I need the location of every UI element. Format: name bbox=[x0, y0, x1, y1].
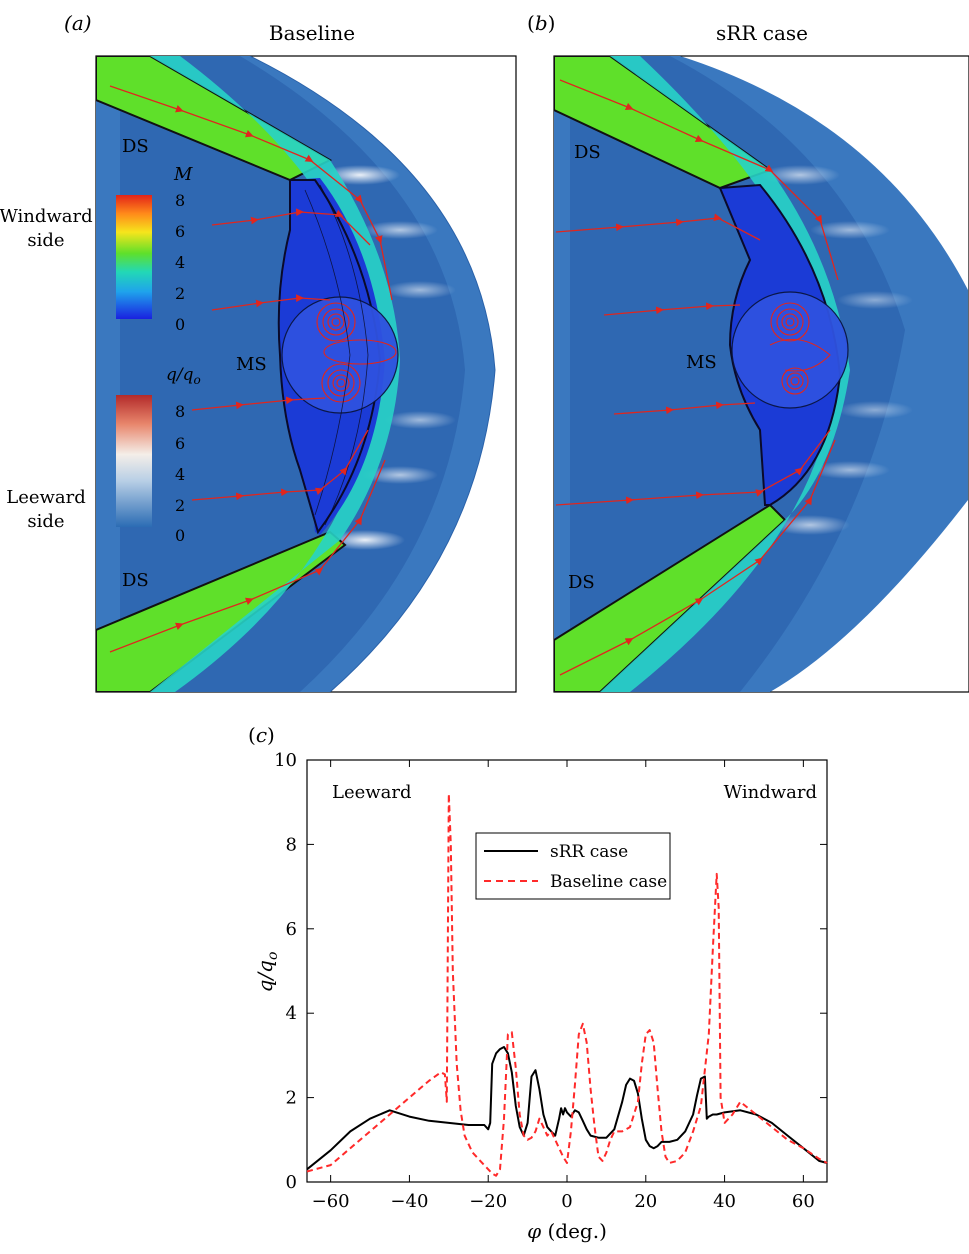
annotation-leeward: Leeward bbox=[332, 782, 412, 803]
x-tick-label: 20 bbox=[634, 1191, 657, 1212]
y-ticks: 0 2 4 6 8 10 bbox=[274, 750, 827, 1193]
x-tick-label: −20 bbox=[469, 1191, 507, 1212]
y-tick-label: 2 bbox=[286, 1088, 297, 1109]
windward-label-2: side bbox=[27, 230, 64, 251]
panel-c-label: (c) bbox=[248, 723, 275, 747]
mach-colorbar-symbol: M bbox=[173, 164, 193, 185]
series-layer bbox=[306, 792, 828, 1177]
panel-c: (c) −60 −40 −20 0 20 40 60 0 2 4 6 8 10 Leeward Win… bbox=[248, 723, 828, 1243]
panel-b-ds-top: DS bbox=[574, 142, 601, 163]
panel-a-title: Baseline bbox=[269, 21, 355, 45]
x-tick-label: −60 bbox=[312, 1191, 350, 1212]
panel-b-ds-bottom: DS bbox=[568, 572, 595, 593]
panel-a-ds-top: DS bbox=[122, 136, 149, 157]
heat-tick: 6 bbox=[175, 434, 185, 453]
mach-colorbar-gradient bbox=[116, 195, 152, 319]
leeward-label-1: Leeward bbox=[6, 487, 86, 508]
legend-label-baseline: Baseline case bbox=[550, 872, 667, 892]
panel-a-ms: MS bbox=[236, 354, 267, 375]
legend-label-srr: sRR case bbox=[550, 842, 628, 862]
annotation-windward: Windward bbox=[724, 782, 817, 803]
x-tick-label: 40 bbox=[713, 1191, 736, 1212]
panel-a-field bbox=[96, 56, 496, 692]
x-axis-label: φ (deg.) bbox=[527, 1219, 607, 1243]
panel-a-ds-bottom: DS bbox=[122, 570, 149, 591]
y-tick-label: 4 bbox=[286, 1003, 297, 1024]
heat-tick: 8 bbox=[175, 402, 185, 421]
mach-tick: 0 bbox=[175, 315, 185, 334]
mach-tick: 6 bbox=[175, 222, 185, 241]
heatflux-colorbar-gradient bbox=[116, 395, 152, 527]
panel-a-label: (a) bbox=[64, 11, 92, 35]
x-tick-label: 60 bbox=[792, 1191, 815, 1212]
panel-b-label: (b) bbox=[527, 11, 555, 35]
series-srr-line bbox=[306, 1046, 828, 1171]
mach-colorbar: M 8 6 4 2 0 bbox=[116, 164, 193, 334]
chart-legend: sRR case Baseline case bbox=[475, 832, 671, 900]
series-baseline-line bbox=[306, 792, 828, 1177]
y-tick-label: 8 bbox=[286, 834, 297, 855]
heat-tick: 2 bbox=[175, 496, 185, 515]
y-axis-label: q/qo bbox=[253, 952, 281, 993]
panel-b: (b) sRR case bbox=[527, 11, 969, 693]
leeward-label-2: side bbox=[27, 511, 64, 532]
x-tick-label: −40 bbox=[390, 1191, 428, 1212]
panel-b-title: sRR case bbox=[716, 21, 808, 45]
y-tick-label: 10 bbox=[274, 750, 297, 771]
heat-tick: 4 bbox=[175, 465, 185, 484]
heatflux-colorbar-symbol: q/qo bbox=[166, 365, 201, 387]
y-tick-label: 6 bbox=[286, 919, 297, 940]
x-tick-label: 0 bbox=[561, 1191, 572, 1212]
mach-tick: 4 bbox=[175, 253, 185, 272]
windward-label-1: Windward bbox=[0, 206, 93, 227]
panel-b-ms: MS bbox=[686, 352, 717, 373]
panel-a: (a) Baseline bbox=[0, 11, 517, 693]
panel-b-field bbox=[554, 56, 968, 692]
mach-tick: 8 bbox=[175, 191, 185, 210]
mach-tick: 2 bbox=[175, 284, 185, 303]
heatflux-colorbar: q/qo 8 6 4 2 0 bbox=[116, 365, 201, 545]
x-ticks: −60 −40 −20 0 20 40 60 bbox=[312, 760, 815, 1212]
y-tick-label: 0 bbox=[286, 1172, 297, 1193]
legend-box bbox=[475, 832, 671, 900]
heat-tick: 0 bbox=[175, 526, 185, 545]
